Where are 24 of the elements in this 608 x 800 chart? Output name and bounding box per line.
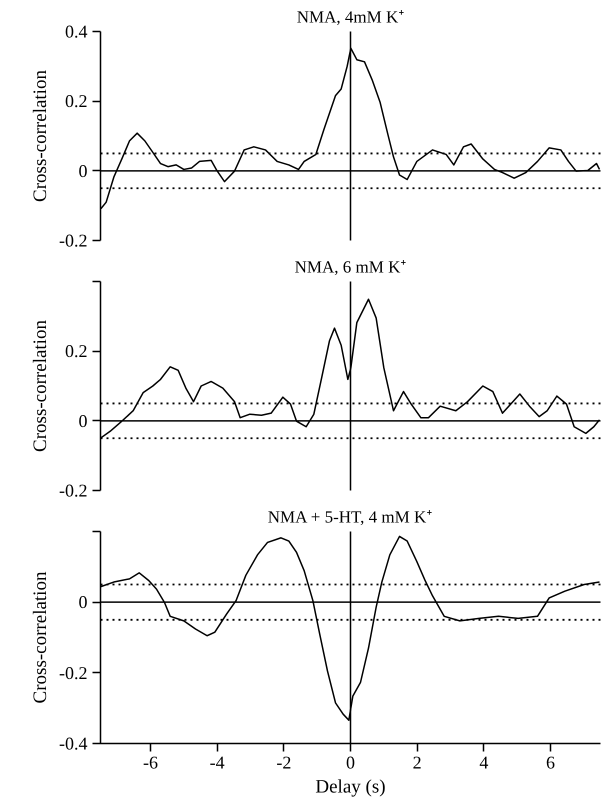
y-tick-label: -0.4 xyxy=(59,734,88,754)
y-tick-label: -0.2 xyxy=(59,480,88,500)
y-tick-label: 0 xyxy=(78,592,88,612)
x-tick-label: -4 xyxy=(210,752,225,772)
chart-title: NMA, 6 mM K⁺ xyxy=(294,258,406,276)
x-tick-label: 0 xyxy=(346,752,355,772)
y-tick-label: -0.2 xyxy=(59,230,88,250)
y-tick-label: 0 xyxy=(78,410,88,431)
chart-title: NMA + 5-HT, 4 mM K⁺ xyxy=(268,508,432,526)
y-tick-label: 0.2 xyxy=(65,341,88,362)
chart-title: NMA, 4mM K⁺ xyxy=(296,8,404,26)
x-tick-label: 2 xyxy=(412,752,422,772)
y-axis-title: Cross-correlation xyxy=(30,70,52,202)
y-tick-label: -0.2 xyxy=(59,662,88,683)
x-tick-label: 4 xyxy=(479,752,488,772)
y-axis-title: Cross-correlation xyxy=(30,320,52,452)
x-tick-label: -6 xyxy=(143,752,158,772)
y-tick-label: 0.2 xyxy=(65,91,88,112)
x-tick-label: 6 xyxy=(546,752,555,772)
y-tick-label: 0.4 xyxy=(65,22,88,42)
y-axis-title: Cross-correlation xyxy=(30,571,52,704)
x-axis-title: Delay (s) xyxy=(315,776,386,798)
x-tick-label: -2 xyxy=(276,752,292,772)
y-tick-label: 0 xyxy=(78,160,88,181)
